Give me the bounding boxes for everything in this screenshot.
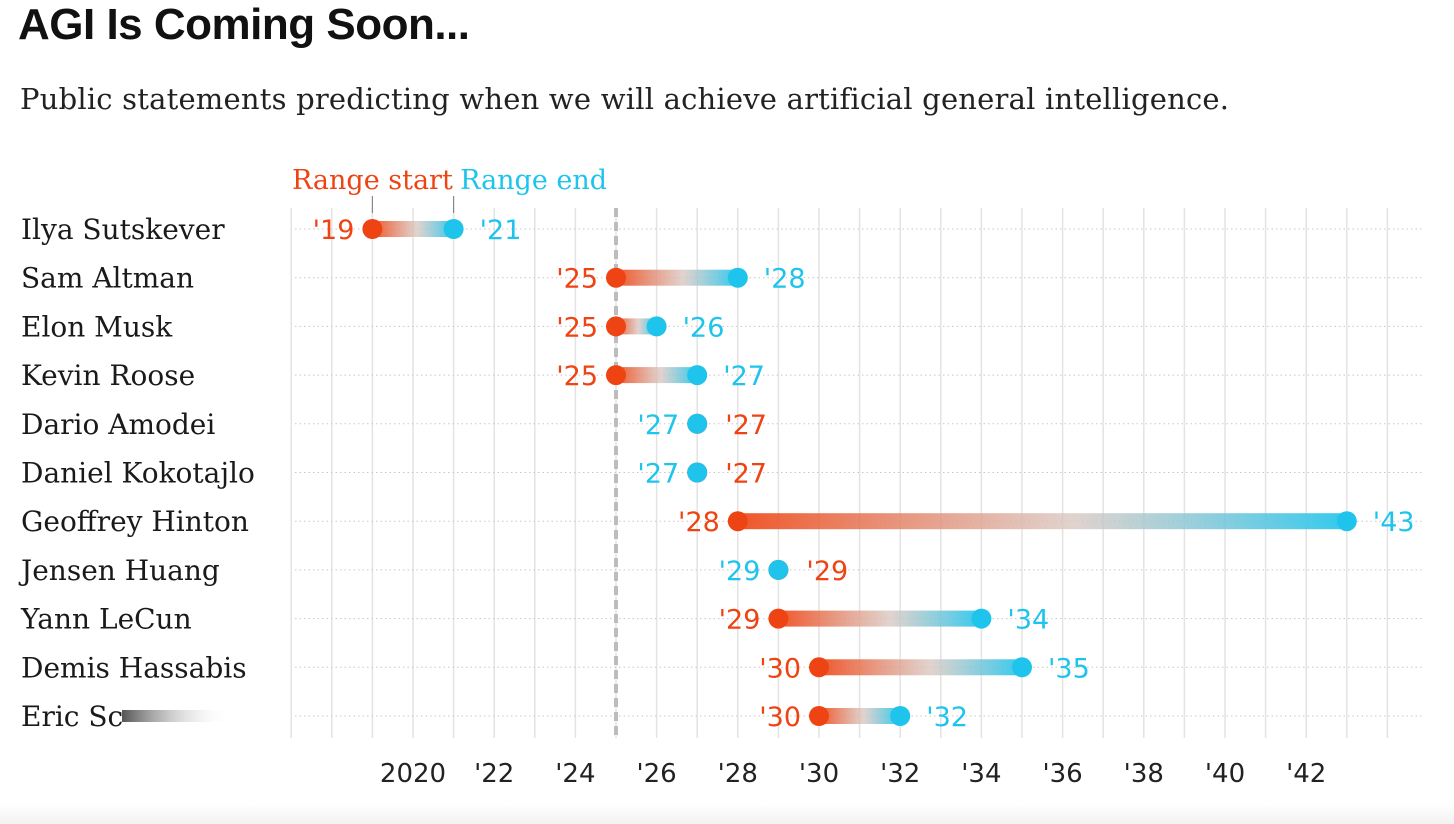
chart-row: Eric Sc '30 '32	[21, 700, 968, 733]
x-tick-label: '42	[1286, 759, 1326, 789]
legend-layer: Range start Range end	[292, 165, 607, 213]
end-dot	[646, 316, 667, 337]
row-label: Elon Musk	[21, 310, 173, 343]
row-label: Kevin Roose	[21, 359, 195, 392]
end-dot	[768, 559, 789, 580]
row-label: Daniel Kokotajlo	[21, 457, 255, 490]
range-bar	[616, 367, 698, 384]
row-label: Sam Altman	[21, 262, 194, 295]
end-label: '34	[1007, 605, 1049, 636]
chart-subtitle: Public statements predicting when we wil…	[20, 82, 1230, 116]
end-dot	[687, 365, 708, 386]
end-label: '27	[637, 459, 679, 490]
end-label: '29	[719, 556, 761, 587]
end-dot	[1336, 511, 1357, 532]
start-dot	[606, 267, 626, 288]
row-label: Ilya Sutskever	[21, 213, 225, 246]
legend-end: Range end	[460, 165, 607, 196]
end-dot	[971, 608, 992, 629]
chart-row: Yann LeCun '29 '34	[20, 603, 1049, 636]
chart-row: Kevin Roose '25 '27	[21, 359, 765, 392]
end-label: '43	[1373, 507, 1415, 538]
chart-row: Sam Altman '25 '28	[21, 262, 806, 295]
end-label: '35	[1048, 653, 1090, 684]
start-label: '29	[806, 556, 848, 587]
chart-row: Ilya Sutskever '19 '21	[21, 213, 521, 246]
start-label: '30	[759, 653, 801, 684]
start-label: '30	[759, 702, 801, 733]
start-label: '28	[678, 507, 720, 538]
chart-row: Geoffrey Hinton '28 '43	[21, 505, 1415, 538]
end-dot	[687, 462, 708, 483]
end-label: '26	[683, 312, 725, 343]
range-bar	[616, 318, 657, 335]
end-label: '21	[480, 215, 522, 246]
bottom-fade	[0, 804, 1454, 824]
row-label: Yann LeCun	[20, 603, 192, 636]
start-label: '19	[313, 215, 355, 246]
start-dot	[362, 219, 383, 239]
start-label: '27	[725, 410, 767, 441]
chart-title: AGI Is Coming Soon...	[18, 0, 470, 49]
x-tick-label: 2020	[380, 759, 446, 789]
row-label: Eric Sc	[21, 700, 123, 733]
row-label: Demis Hassabis	[21, 651, 247, 684]
start-dot	[809, 657, 829, 678]
start-dot	[727, 511, 748, 532]
start-label: '25	[556, 361, 598, 392]
chart-row: Daniel Kokotajlo '27 '27	[21, 457, 767, 490]
x-tick-label: '24	[555, 759, 595, 789]
start-label: '29	[719, 605, 761, 636]
end-dot	[727, 267, 748, 288]
x-tick-label: '34	[961, 759, 1001, 789]
start-dot	[606, 365, 626, 386]
end-label: '27	[723, 361, 765, 392]
chart-row: Dario Amodei '27 '27	[21, 408, 767, 441]
end-dot	[890, 706, 911, 726]
range-bar	[737, 513, 1347, 530]
row-label: Jensen Huang	[18, 554, 220, 587]
row-label: Dario Amodei	[21, 408, 215, 441]
range-bar	[778, 610, 982, 627]
start-dot	[606, 316, 626, 337]
x-tick-label: '40	[1205, 759, 1245, 789]
start-dot	[768, 608, 789, 629]
legend-start: Range start	[292, 165, 453, 196]
x-tick-label: '32	[880, 759, 920, 789]
range-bar	[372, 221, 454, 237]
x-tick-label: '22	[474, 759, 514, 789]
start-dot	[809, 706, 829, 726]
chart-row: Demis Hassabis '30 '35	[21, 651, 1090, 684]
range-bar	[819, 708, 901, 724]
row-layer: Ilya Sutskever '19 '21 Sam Altman '25 '28 Elon…	[18, 213, 1415, 733]
chart-row: Elon Musk '25 '26	[21, 310, 724, 343]
chart-row: Jensen Huang '29 '29	[18, 554, 848, 587]
end-label: '27	[637, 410, 679, 441]
end-dot	[1012, 657, 1032, 678]
x-tick-label: '26	[636, 759, 676, 789]
range-bar	[819, 659, 1022, 676]
x-tick-label: '30	[799, 759, 839, 789]
grid-layer	[290, 208, 1422, 738]
end-label: '28	[764, 264, 806, 295]
x-axis: 2020 '22 '24 '26 '28 '30 '32 '34 '36 '38 '40 '42	[380, 759, 1326, 789]
end-dot	[443, 219, 464, 239]
range-bar	[616, 269, 738, 286]
start-label: '27	[725, 459, 767, 490]
end-dot	[687, 413, 708, 434]
x-tick-label: '28	[718, 759, 758, 789]
x-tick-label: '36	[1042, 759, 1082, 789]
end-label: '32	[926, 702, 968, 733]
start-label: '25	[556, 312, 598, 343]
row-label: Geoffrey Hinton	[21, 505, 249, 538]
x-tick-label: '38	[1124, 759, 1164, 789]
start-label: '25	[556, 264, 598, 295]
name-redaction	[122, 710, 230, 722]
